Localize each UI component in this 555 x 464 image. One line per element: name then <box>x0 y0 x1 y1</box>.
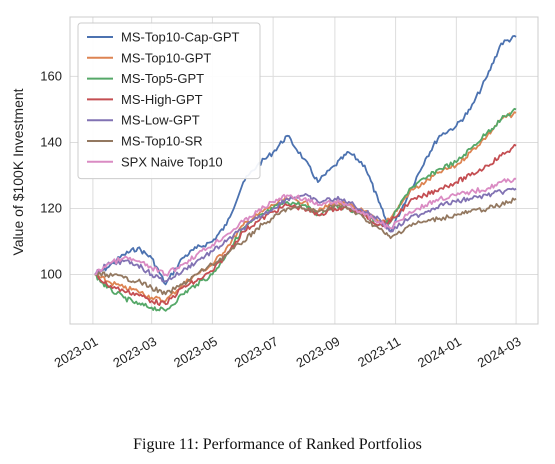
x-tick-label: 2023-07 <box>232 334 281 371</box>
x-tick-label: 2023-11 <box>355 334 403 370</box>
series-line-ms-top10-cap-gpt <box>94 35 517 286</box>
x-tick-labels: 2023-01 2023-03 2023-05 2023-07 2023-09 2023-… <box>52 334 524 371</box>
y-axis-title: Value of $100K Investment <box>10 88 26 255</box>
legend-label: MS-Top10-Cap-GPT <box>121 30 240 45</box>
y-tick-label: 140 <box>40 134 62 149</box>
x-tick-label: 2023-05 <box>171 334 220 371</box>
series-line-ms-low-gpt <box>94 187 517 283</box>
figure-caption: Figure 11: Performance of Ranked Portfol… <box>133 436 422 453</box>
legend-label: SPX Naive Top10 <box>121 154 223 169</box>
x-tick-label: 2023-03 <box>110 334 159 371</box>
legend-label: MS-Top10-SR <box>121 134 203 149</box>
legend-label: MS-Low-GPT <box>121 113 200 128</box>
series-layer <box>94 35 517 312</box>
y-tick-labels: 100 120 140 160 <box>40 68 62 281</box>
series-line-spx-naive-top10 <box>94 177 517 277</box>
y-tick-label: 160 <box>40 68 62 83</box>
legend: MS-Top10-Cap-GPT MS-Top10-GPT MS-Top5-GPT M… <box>77 22 261 180</box>
legend-label: MS-Top5-GPT <box>121 71 204 86</box>
legend-label: MS-Top10-GPT <box>121 50 211 65</box>
plot-frame <box>69 16 539 325</box>
x-tick-label: 2024-01 <box>415 334 464 371</box>
legend-box <box>77 22 261 180</box>
legend-label: MS-High-GPT <box>121 92 203 107</box>
series-line-ms-top5-gpt <box>94 107 517 312</box>
series-line-ms-top10-sr <box>94 197 517 296</box>
y-tick-label: 100 <box>40 266 62 281</box>
x-tick-label: 2023-09 <box>294 334 343 371</box>
x-tick-label: 2024-03 <box>475 334 524 371</box>
y-tick-label: 120 <box>40 200 62 215</box>
x-tick-label: 2023-01 <box>52 334 101 371</box>
